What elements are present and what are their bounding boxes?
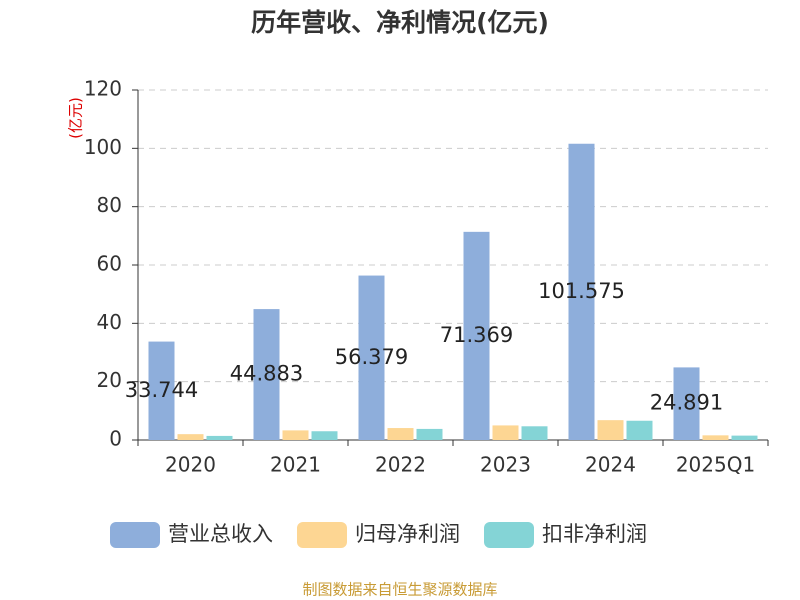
legend-swatch bbox=[484, 522, 534, 548]
bar bbox=[626, 420, 653, 440]
bar bbox=[568, 143, 595, 441]
bar bbox=[311, 431, 338, 440]
data-label: 44.883 bbox=[230, 362, 303, 386]
bar bbox=[416, 428, 443, 440]
y-tick-label: 40 bbox=[97, 310, 122, 334]
bar bbox=[673, 367, 700, 440]
bar bbox=[463, 231, 490, 440]
x-tick-label: 2022 bbox=[375, 453, 426, 477]
x-tick-label: 2025Q1 bbox=[676, 453, 755, 477]
bar bbox=[597, 420, 624, 440]
bar bbox=[492, 425, 519, 440]
bar bbox=[358, 275, 385, 440]
y-tick-label: 0 bbox=[109, 427, 122, 451]
bar bbox=[282, 430, 309, 440]
source-note: 制图数据来自恒生聚源数据库 bbox=[302, 581, 497, 599]
data-label: 24.891 bbox=[650, 391, 723, 415]
x-tick-label: 2023 bbox=[480, 453, 531, 477]
chart-title: 历年营收、净利情况(亿元) bbox=[251, 8, 549, 37]
data-label: 71.369 bbox=[440, 323, 513, 347]
legend-swatch bbox=[110, 522, 160, 548]
bar bbox=[253, 309, 280, 440]
x-tick-label: 2020 bbox=[165, 453, 216, 477]
bar bbox=[387, 428, 414, 440]
y-tick-label: 100 bbox=[84, 135, 122, 159]
y-tick-label: 60 bbox=[97, 252, 122, 276]
x-tick-label: 2024 bbox=[585, 453, 636, 477]
bar bbox=[731, 435, 758, 440]
data-label: 101.575 bbox=[538, 279, 625, 303]
data-label: 33.744 bbox=[125, 378, 198, 402]
bar bbox=[521, 426, 548, 440]
bar bbox=[206, 435, 233, 440]
bar bbox=[148, 341, 175, 440]
legend-label: 扣非净利润 bbox=[542, 522, 647, 546]
bar bbox=[702, 435, 729, 440]
y-axis-label: (亿元) bbox=[67, 97, 85, 139]
legend-swatch bbox=[297, 522, 347, 548]
legend-label: 营业总收入 bbox=[168, 522, 273, 546]
y-tick-label: 20 bbox=[97, 368, 122, 392]
y-tick-label: 80 bbox=[97, 193, 122, 217]
bar bbox=[177, 434, 204, 440]
data-label: 56.379 bbox=[335, 345, 408, 369]
legend-label: 归母净利润 bbox=[355, 522, 460, 546]
x-tick-label: 2021 bbox=[270, 453, 321, 477]
y-tick-label: 120 bbox=[84, 77, 122, 101]
